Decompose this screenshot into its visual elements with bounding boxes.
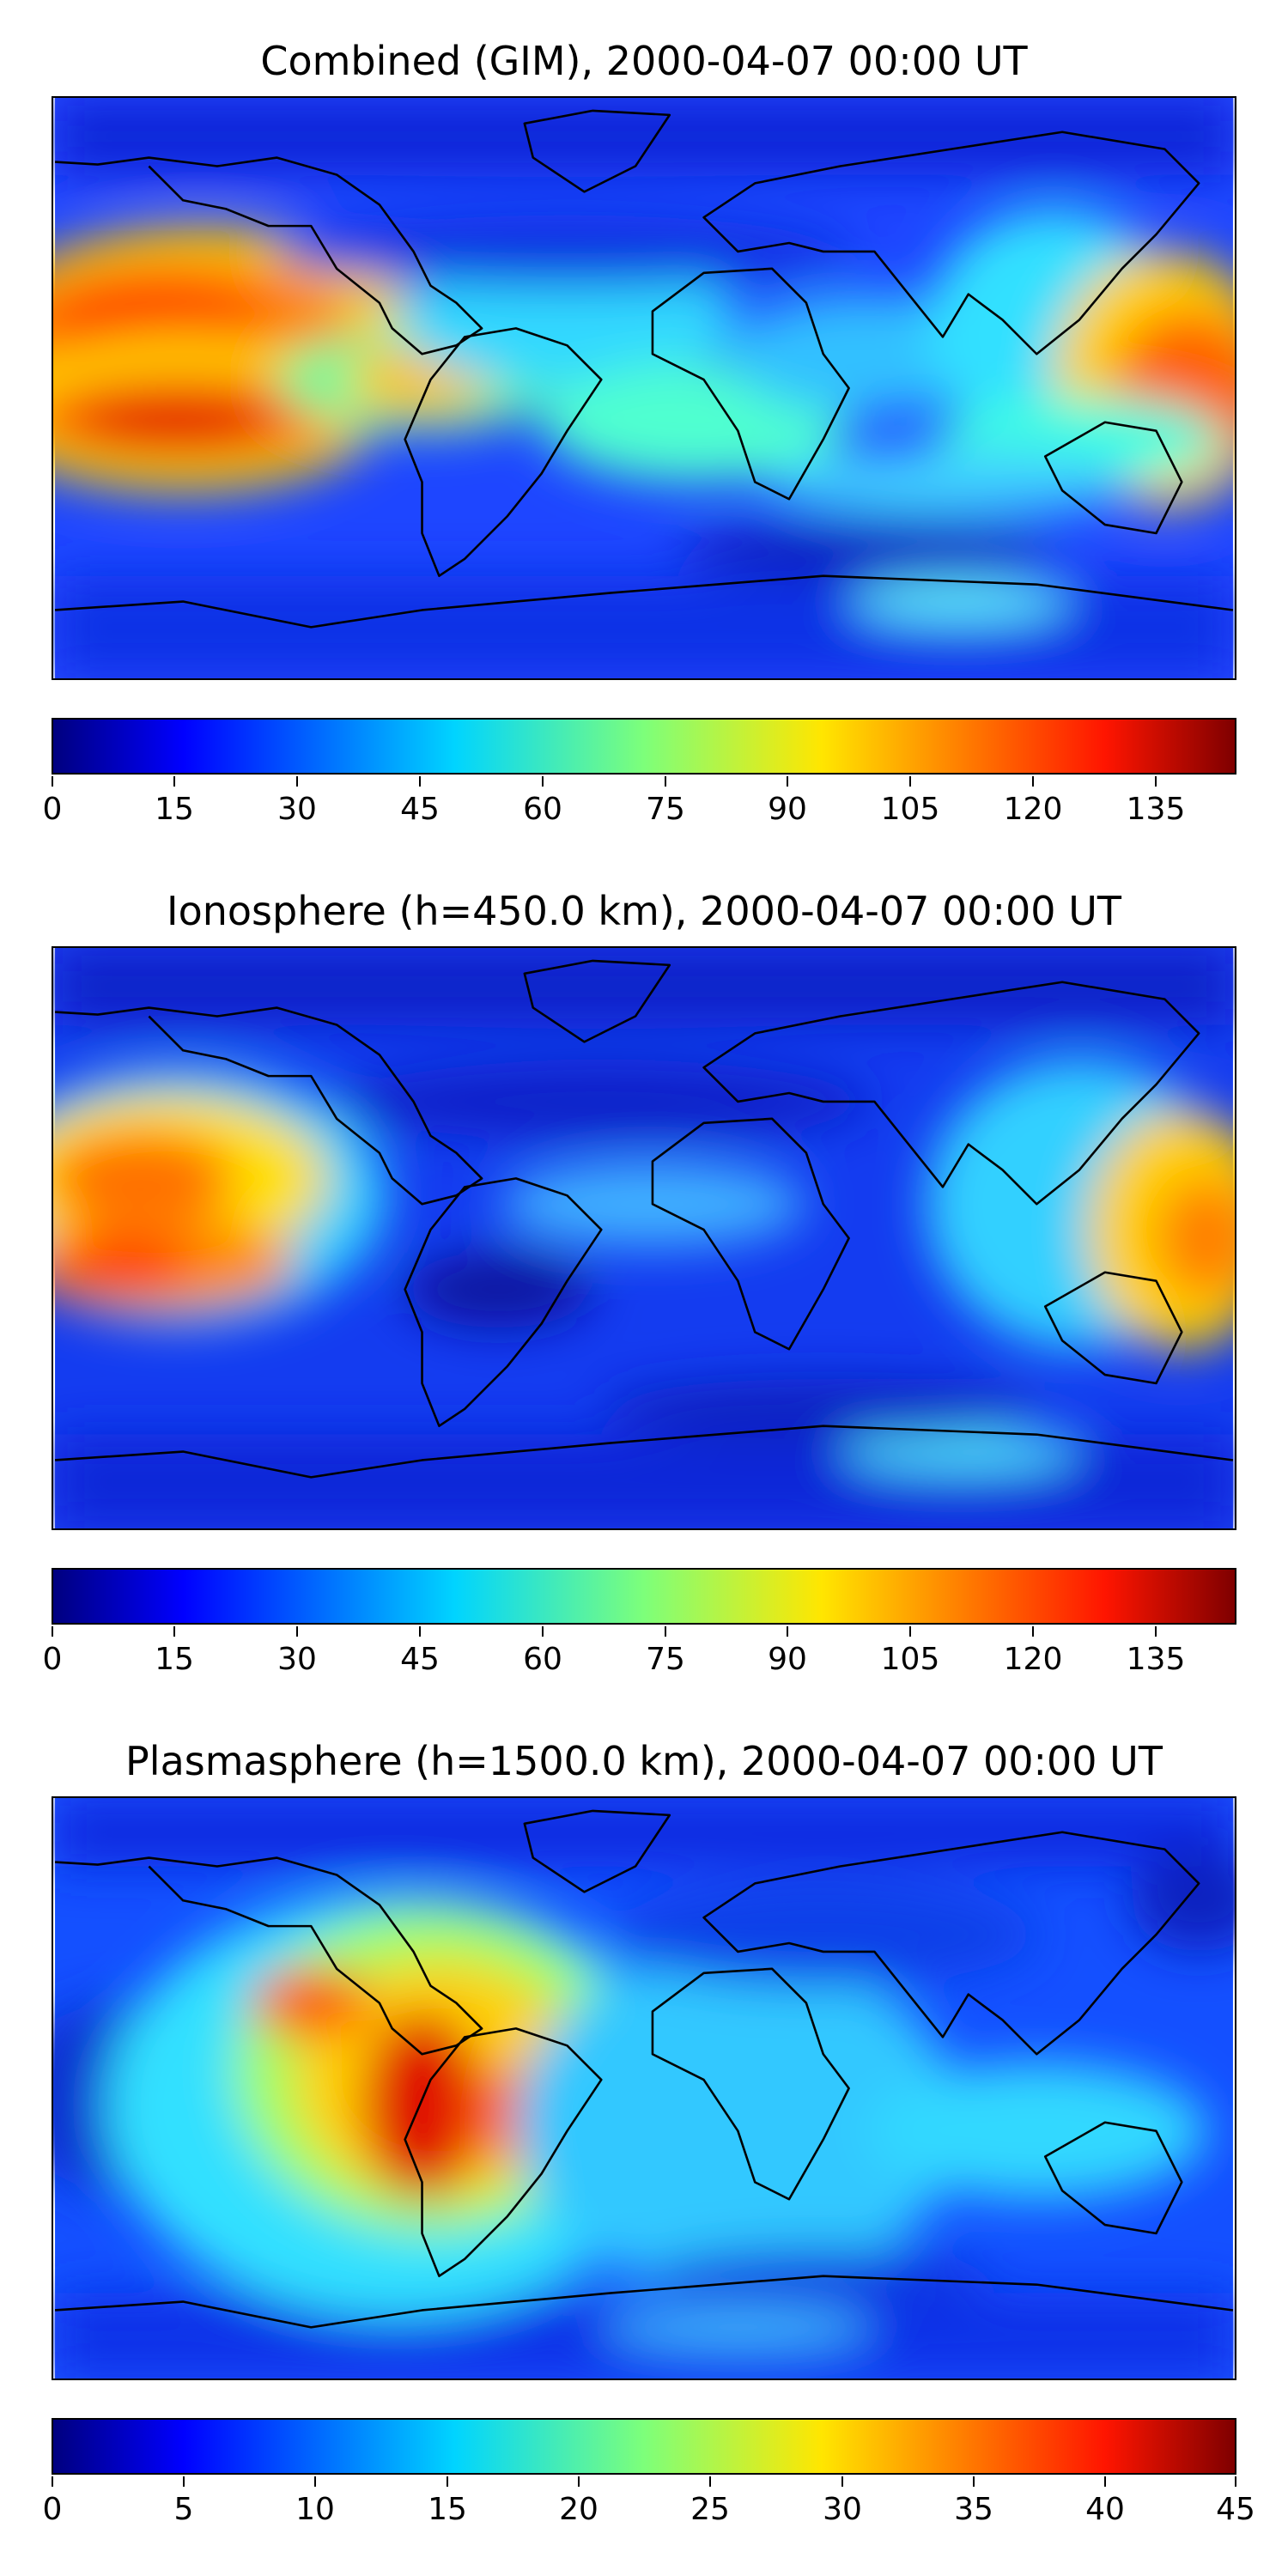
tick-label: 5 [173, 2492, 194, 2527]
tick-mark [52, 1626, 53, 1637]
tick-label: 90 [768, 792, 807, 827]
tick-label: 45 [400, 1642, 440, 1677]
panel-1-colorbar-svg [53, 720, 1235, 773]
panel-3-colorbar-svg [53, 2420, 1235, 2473]
tick-mark [841, 2476, 843, 2487]
tick-mark [173, 1626, 175, 1637]
tick-mark [1155, 1626, 1157, 1637]
tick-mark [419, 776, 421, 787]
tick-mark [665, 1626, 666, 1637]
panel-3-coastlines [54, 1809, 1234, 2329]
tick-mark [542, 1626, 544, 1637]
tick-label: 25 [690, 2492, 730, 2527]
tick-label: 60 [523, 792, 562, 827]
tick-mark [578, 2476, 580, 2487]
tick-label: 45 [400, 792, 440, 827]
tick-label: 0 [42, 1642, 63, 1677]
panel-3-title: Plasmasphere (h=1500.0 km), 2000-04-07 0… [125, 1738, 1163, 1784]
tick-mark [183, 2476, 185, 2487]
tick-label: 35 [954, 2492, 993, 2527]
panel-2-field [53, 948, 1235, 1528]
panel-1-colorbar-ticks: 0 15 30 45 60 75 90 105 120 135 [0, 776, 1288, 828]
tick-mark [787, 1626, 788, 1637]
tick-mark [909, 776, 911, 787]
tick-mark [296, 776, 298, 787]
tick-label: 75 [646, 792, 685, 827]
tick-label: 120 [1003, 1642, 1063, 1677]
panel-3-field [53, 1798, 1235, 2379]
tick-label: 0 [42, 2492, 63, 2527]
tick-label: 30 [823, 2492, 862, 2527]
tick-label: 135 [1126, 1642, 1186, 1677]
tick-label: 10 [295, 2492, 335, 2527]
tick-mark [1032, 776, 1034, 787]
tick-label: 105 [880, 1642, 940, 1677]
panel-1-map [52, 96, 1236, 680]
tick-label: 15 [428, 2492, 467, 2527]
panel-2-map-svg [53, 948, 1235, 1528]
tick-mark [709, 2476, 711, 2487]
tick-mark [419, 1626, 421, 1637]
tick-label: 15 [155, 1642, 194, 1677]
tick-label: 120 [1003, 792, 1063, 827]
tick-mark [52, 776, 53, 787]
tick-mark [173, 776, 175, 787]
panel-1-coastlines [54, 109, 1234, 629]
tick-label: 15 [155, 792, 194, 827]
panel-3-map-svg [53, 1798, 1235, 2379]
tick-mark [1104, 2476, 1106, 2487]
tick-mark [1032, 1626, 1034, 1637]
panel-1-map-svg [53, 98, 1235, 678]
tick-mark [973, 2476, 975, 2487]
panel-3-map [52, 1796, 1236, 2380]
panel-1-field [53, 98, 1235, 678]
tick-label: 60 [523, 1642, 562, 1677]
tick-mark [1235, 2476, 1236, 2487]
panel-2-title: Ionosphere (h=450.0 km), 2000-04-07 00:0… [167, 888, 1121, 934]
tick-label: 45 [1216, 2492, 1255, 2527]
tick-mark [447, 2476, 448, 2487]
tick-label: 40 [1085, 2492, 1125, 2527]
panel-2-colorbar [52, 1568, 1236, 1625]
panel-3-colorbar-ticks: 0 5 10 15 20 25 30 35 40 45 [0, 2476, 1288, 2528]
panel-3-colorbar [52, 2418, 1236, 2475]
panel-2-map [52, 946, 1236, 1530]
tick-label: 0 [42, 792, 63, 827]
tick-label: 75 [646, 1642, 685, 1677]
panel-1-title: Combined (GIM), 2000-04-07 00:00 UT [260, 38, 1028, 84]
tick-label: 105 [880, 792, 940, 827]
tick-label: 30 [277, 792, 317, 827]
tick-mark [909, 1626, 911, 1637]
panel-2-colorbar-ticks: 0 15 30 45 60 75 90 105 120 135 [0, 1626, 1288, 1678]
panel-2-coastlines [54, 959, 1234, 1479]
tick-label: 30 [277, 1642, 317, 1677]
panel-2-colorbar-svg [53, 1570, 1235, 1623]
tick-label: 20 [559, 2492, 598, 2527]
tick-mark [52, 2476, 53, 2487]
tick-label: 135 [1126, 792, 1186, 827]
tick-mark [787, 776, 788, 787]
tick-mark [296, 1626, 298, 1637]
tick-mark [1155, 776, 1157, 787]
tick-label: 90 [768, 1642, 807, 1677]
tick-mark [314, 2476, 316, 2487]
tick-mark [665, 776, 666, 787]
panel-1-colorbar [52, 718, 1236, 775]
tick-mark [542, 776, 544, 787]
